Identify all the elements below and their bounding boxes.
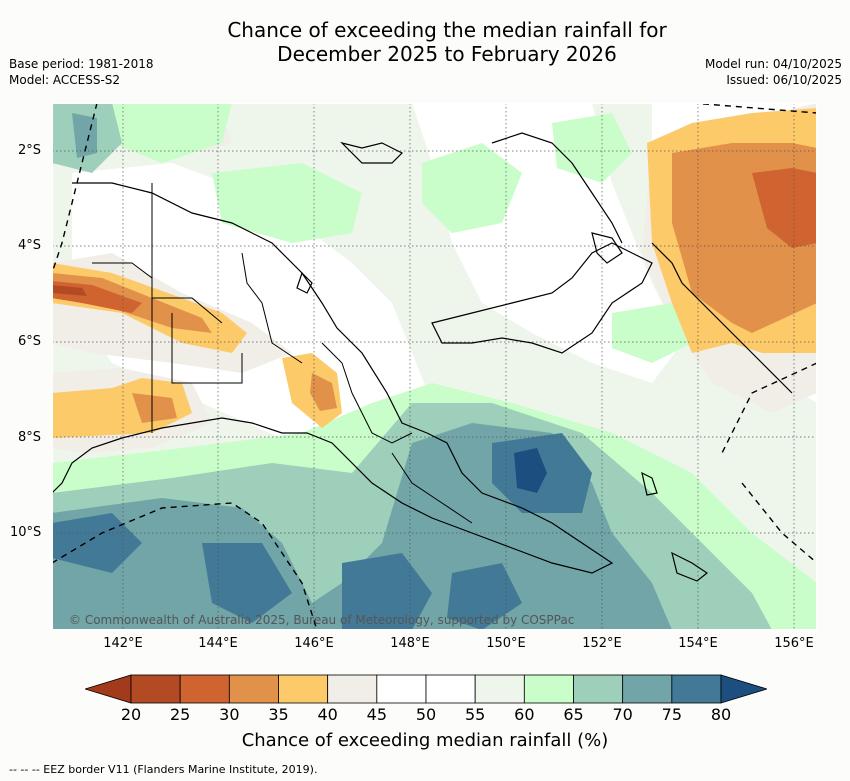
zone-30-35-central <box>310 373 337 411</box>
colorbar-tick: 25 <box>169 705 191 724</box>
title-line-1: Chance of exceeding the median rainfall … <box>227 18 667 42</box>
zone-60-65-ne <box>552 113 632 183</box>
colorbar-cell <box>327 674 378 704</box>
colorbar-tick: 40 <box>317 705 338 724</box>
colorbar-tick: 35 <box>268 705 289 724</box>
zone-75-80-s3 <box>447 563 522 630</box>
zone-35-40-sw <box>52 378 192 438</box>
colorbar-tick: 80 <box>710 705 732 724</box>
zone-20-25 <box>52 285 87 296</box>
meta-right: Model run: 04/10/2025 Issued: 06/10/2025 <box>705 56 842 88</box>
colorbar-cell <box>425 674 476 704</box>
coastline <box>52 132 793 582</box>
colorbar-cell <box>474 674 525 704</box>
colorbar-tick: 75 <box>661 705 682 724</box>
issued-date: Issued: 06/10/2025 <box>726 73 842 87</box>
zone-25-30-east <box>752 168 817 248</box>
colorbar-cell <box>671 674 722 704</box>
lon-label-144e: 144°E <box>198 636 238 651</box>
zone-75-80-s <box>202 543 292 623</box>
colorbar-tick: 65 <box>563 705 584 724</box>
zone-75-80-s2 <box>342 553 432 630</box>
zone-60-65-centralN <box>212 163 362 243</box>
base-period: Base period: 1981-2018 <box>9 57 154 71</box>
title-line-2: December 2025 to February 2026 <box>277 42 617 66</box>
colorbar-cell <box>376 674 427 704</box>
colorbar-tick: 50 <box>415 705 437 724</box>
lon-label-152e: 152°E <box>582 636 622 651</box>
colorbar-tick: 70 <box>612 705 633 724</box>
zone-60-65-north2 <box>422 143 522 233</box>
colorbar-svg <box>83 674 769 704</box>
model-name: Model: ACCESS-S2 <box>9 73 121 87</box>
zone-60-65-nw <box>92 103 232 163</box>
map-svg <box>52 103 817 630</box>
colorbar-cell <box>622 674 673 704</box>
lon-label-156e: 156°E <box>774 636 814 651</box>
colorbar-cell <box>523 674 574 704</box>
lat-label-6s: 6°S <box>18 334 42 349</box>
colorbar-cell <box>228 674 279 704</box>
colorbar-tick: 60 <box>514 705 535 724</box>
lat-label-4s: 4°S <box>18 238 42 253</box>
zone-60-65-east <box>612 303 692 363</box>
copyright-notice: © Commonwealth of Australia 2025, Bureau… <box>69 613 575 627</box>
meta-left: Base period: 1981-2018 Model: ACCESS-S2 <box>9 56 154 88</box>
lon-label-154e: 154°E <box>678 636 718 651</box>
colorbar-cell <box>130 674 181 704</box>
zone-80-plus <box>514 448 547 493</box>
graticule <box>52 103 817 630</box>
chart-title: Chance of exceeding the median rainfall … <box>0 18 850 66</box>
lon-label-148e: 148°E <box>390 636 430 651</box>
colorbar <box>83 674 769 704</box>
colorbar-tick: 30 <box>219 705 240 724</box>
colorbar-cell <box>179 674 230 704</box>
colorbar-extend-high <box>720 674 769 704</box>
lon-label-146e: 146°E <box>294 636 334 651</box>
colorbar-title: Chance of exceeding median rainfall (%) <box>241 730 609 751</box>
lon-label-150e: 150°E <box>486 636 526 651</box>
colorbar-extend-low <box>83 674 132 704</box>
lat-label-8s: 8°S <box>18 430 42 445</box>
lat-label-2s: 2°S <box>18 143 42 158</box>
zone-30-35-sw <box>132 393 177 423</box>
land-borders <box>92 183 473 524</box>
colorbar-cell <box>278 674 329 704</box>
colorbar-tick: 20 <box>120 705 142 724</box>
eez-borders <box>52 103 817 630</box>
map-frame <box>52 103 817 630</box>
colorbar-cell <box>573 674 624 704</box>
lat-label-10s: 10°S <box>10 525 42 540</box>
model-run: Model run: 04/10/2025 <box>704 57 842 71</box>
zone-70-75-nw <box>72 113 97 158</box>
eez-note: -- -- -- EEZ border V11 (Flanders Marine… <box>9 763 318 776</box>
lon-label-142e: 142°E <box>103 636 143 651</box>
colorbar-tick: 45 <box>366 705 387 724</box>
rainfall-map <box>52 103 817 630</box>
colorbar-tick: 55 <box>464 705 486 724</box>
zone-75-80-sw <box>52 513 142 573</box>
